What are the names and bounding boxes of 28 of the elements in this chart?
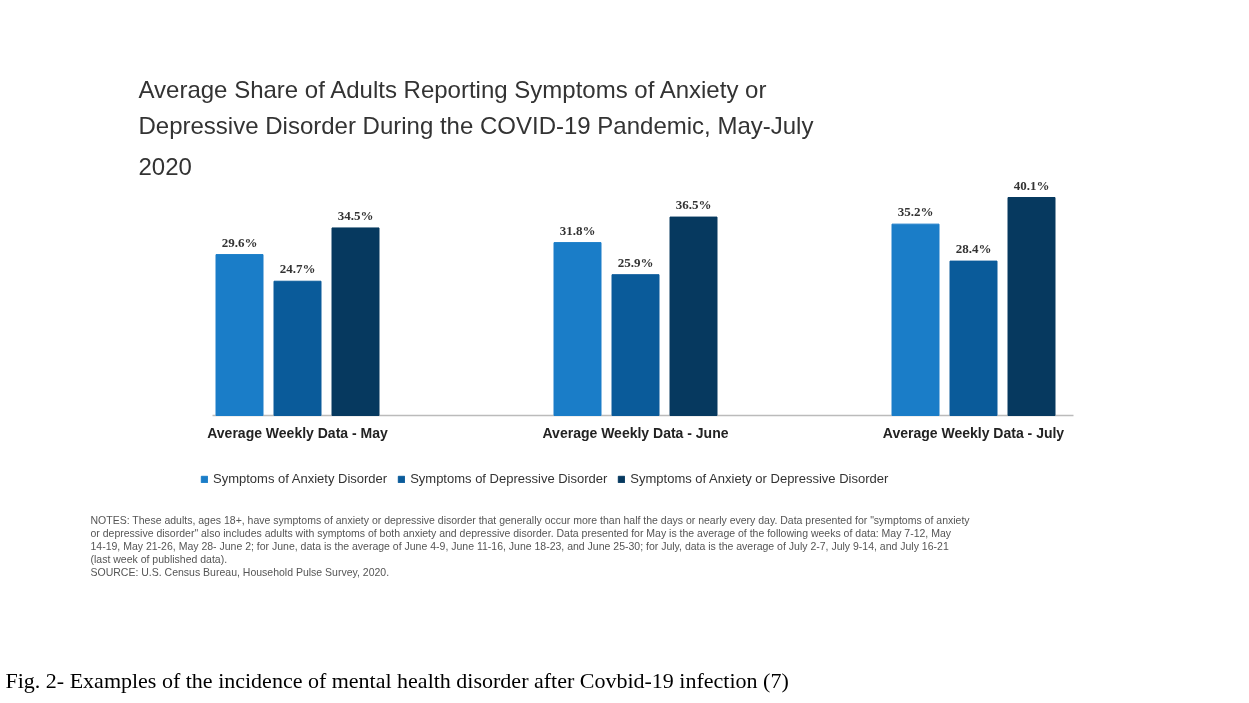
bar bbox=[331, 227, 380, 416]
legend-label: Symptoms of Anxiety Disorder bbox=[213, 471, 388, 486]
bar bbox=[891, 223, 940, 416]
data-label: 29.6% bbox=[221, 234, 258, 250]
legend-label: Symptoms of Anxiety or Depressive Disorder bbox=[630, 471, 889, 486]
bar bbox=[1007, 197, 1056, 416]
data-label: 25.9% bbox=[617, 254, 654, 270]
x-tick-label: Average Weekly Data - June bbox=[542, 424, 729, 441]
caption: Fig. 2- Examples of the incidence of mental health disorder after Covbid-19 infection (7) bbox=[5, 667, 789, 693]
bar bbox=[553, 242, 602, 416]
bar bbox=[215, 254, 264, 416]
data-label: 36.5% bbox=[675, 197, 712, 213]
legend-label: Symptoms of Depressive Disorder bbox=[410, 471, 608, 486]
data-label: 31.8% bbox=[559, 222, 596, 238]
bar bbox=[611, 274, 660, 416]
text: NOTES: These adults, ages 18+, have symptoms of anxiety or depressive disorder that generally occur more than half the days or nearly every day. Data presented for "symptoms of anxiety or depressive disorder" also includes adults with symptoms of both anxiety and depressive disorder. Data presented for May is the average of the following weeks of data: May 7-12, May 14-19, May 21-26, May 28- June 2; for June, data is the average of June 4-9, June 11-16, June 18-23, and June 25-30; for July, data is the average of July 2-7, July 9-14, and July 16-21 (last week of published data). bbox=[90, 513, 971, 565]
data-label: 35.2% bbox=[897, 204, 934, 220]
x-tick-label: Average Weekly Data - July bbox=[882, 424, 1065, 441]
data-label: 40.1% bbox=[1013, 177, 1050, 193]
data-label: 34.5% bbox=[337, 207, 374, 223]
bar bbox=[949, 260, 998, 416]
bar bbox=[273, 280, 322, 416]
chart-title: Average Share of Adults Reporting Symptoms of Anxiety or Depressive Disorder During the COVID-19 Pandemic, May-July 2020 bbox=[138, 75, 814, 180]
source-note: SOURCE: U.S. Census Bureau, Household Pulse Survey, 2020. bbox=[90, 565, 390, 578]
data-label: 28.4% bbox=[955, 241, 992, 257]
data-label: 24.7% bbox=[279, 261, 316, 277]
bar bbox=[669, 216, 718, 416]
x-tick-label: Average Weekly Data - May bbox=[207, 424, 388, 441]
